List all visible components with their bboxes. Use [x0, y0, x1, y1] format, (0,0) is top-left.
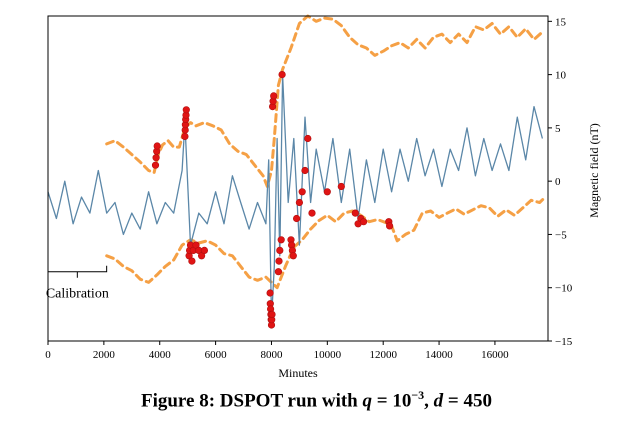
x-tick-label: 14000 [425, 349, 453, 361]
x-axis-label: Minutes [278, 366, 318, 380]
alarm-point [274, 268, 283, 276]
caption-q-equals: = 10 [372, 390, 412, 412]
figure-caption: Figure 8: DSPOT run with q = 10−3, d = 4… [0, 388, 633, 412]
signal-line [47, 73, 544, 321]
alarm-point [293, 214, 301, 223]
x-axis: 0 2000 4000 6000 8000 10000 12000 14000 16000 [45, 341, 509, 361]
alarm-point [181, 132, 189, 140]
chart-area: 0 2000 4000 6000 8000 10000 12000 14000 16000 −1… [45, 14, 601, 380]
alarm-points [151, 70, 394, 329]
y-tick-label: 15 [555, 16, 567, 28]
alarm-point [200, 246, 208, 254]
y-axis: −15 −10 −5 0 5 10 15 [548, 16, 573, 348]
lower-threshold-line [105, 195, 547, 290]
calibration-label: Calibration [46, 287, 109, 302]
alarm-point [323, 188, 331, 196]
y-tick-label: 5 [555, 123, 561, 135]
caption-prefix: Figure 8: DSPOT run with [140, 390, 363, 412]
alarm-point [152, 154, 160, 162]
alarm-point [278, 70, 286, 79]
y-tick-label: 10 [555, 70, 567, 82]
x-tick-label: 2000 [93, 349, 116, 361]
alarm-point [276, 246, 284, 254]
alarm-point [277, 236, 285, 244]
threshold-lines [105, 14, 547, 290]
alarm-point [304, 134, 312, 143]
alarm-point [182, 106, 190, 114]
plot-frame [47, 15, 549, 342]
y-tick-label: −5 [555, 229, 567, 241]
alarm-point [337, 182, 345, 191]
alarm-point [270, 92, 278, 100]
alarm-point [275, 257, 283, 265]
x-tick-label: 16000 [481, 349, 509, 361]
x-tick-label: 12000 [369, 349, 397, 361]
y-tick-label: −15 [555, 336, 573, 348]
caption-q-variable: q [362, 390, 373, 412]
alarm-point [351, 209, 359, 217]
alarm-point [268, 310, 276, 319]
y-axis-label: Magnetic field (nT) [587, 123, 601, 218]
alarm-point [151, 161, 160, 169]
x-tick-label: 10000 [314, 349, 342, 361]
x-tick-label: 8000 [260, 349, 283, 361]
alarm-point [308, 209, 316, 217]
y-tick-label: −10 [555, 283, 573, 295]
alarm-point [295, 198, 304, 207]
caption-separator: , [424, 390, 434, 412]
alarm-point [266, 289, 274, 297]
alarm-point [360, 218, 368, 226]
caption-d-variable: d [433, 390, 444, 412]
alarm-point [153, 142, 161, 150]
x-tick-label: 0 [45, 349, 51, 361]
caption-d-equals: = 450 [443, 390, 492, 412]
alarm-point [298, 188, 306, 196]
x-tick-label: 6000 [205, 349, 228, 361]
upper-threshold-line [105, 14, 544, 188]
alarm-point [386, 222, 394, 230]
alarm-point [289, 252, 297, 260]
caption-exponent: −3 [411, 388, 425, 402]
signal-series [47, 73, 544, 321]
calibration-bracket [47, 265, 108, 278]
x-tick-label: 4000 [149, 349, 172, 361]
alarm-point [188, 257, 196, 265]
calibration-annotation: Calibration [46, 265, 109, 302]
alarm-point [301, 166, 309, 175]
y-tick-label: 0 [555, 176, 561, 188]
